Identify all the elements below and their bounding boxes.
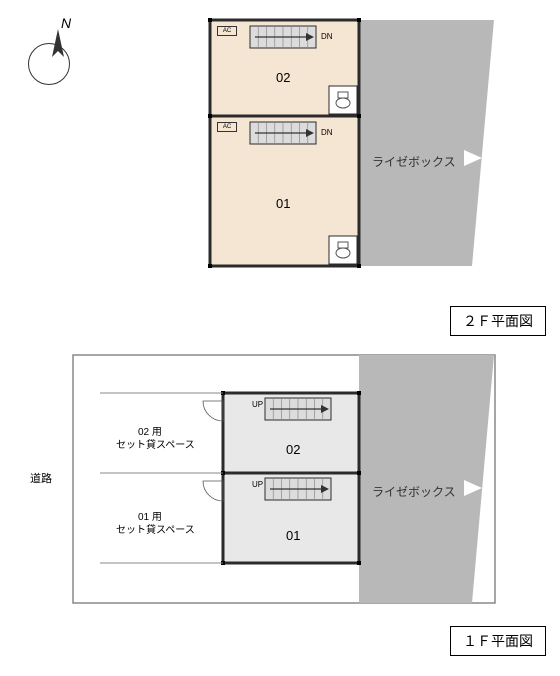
set02-line2: セット貸スペース bbox=[116, 436, 195, 451]
unit01-label-1f: 01 bbox=[286, 528, 300, 543]
road-label: 道路 bbox=[30, 470, 52, 486]
set01-line2: セット貸スペース bbox=[116, 521, 195, 536]
title-1f: １Ｆ平面図 bbox=[450, 626, 546, 656]
unit02-label-1f: 02 bbox=[286, 442, 300, 457]
up-label-02: UP bbox=[252, 400, 263, 409]
neighbor-label-1f: ライゼボックス bbox=[372, 483, 456, 500]
up-label-01: UP bbox=[252, 480, 263, 489]
floor-1f-svg bbox=[10, 10, 560, 666]
